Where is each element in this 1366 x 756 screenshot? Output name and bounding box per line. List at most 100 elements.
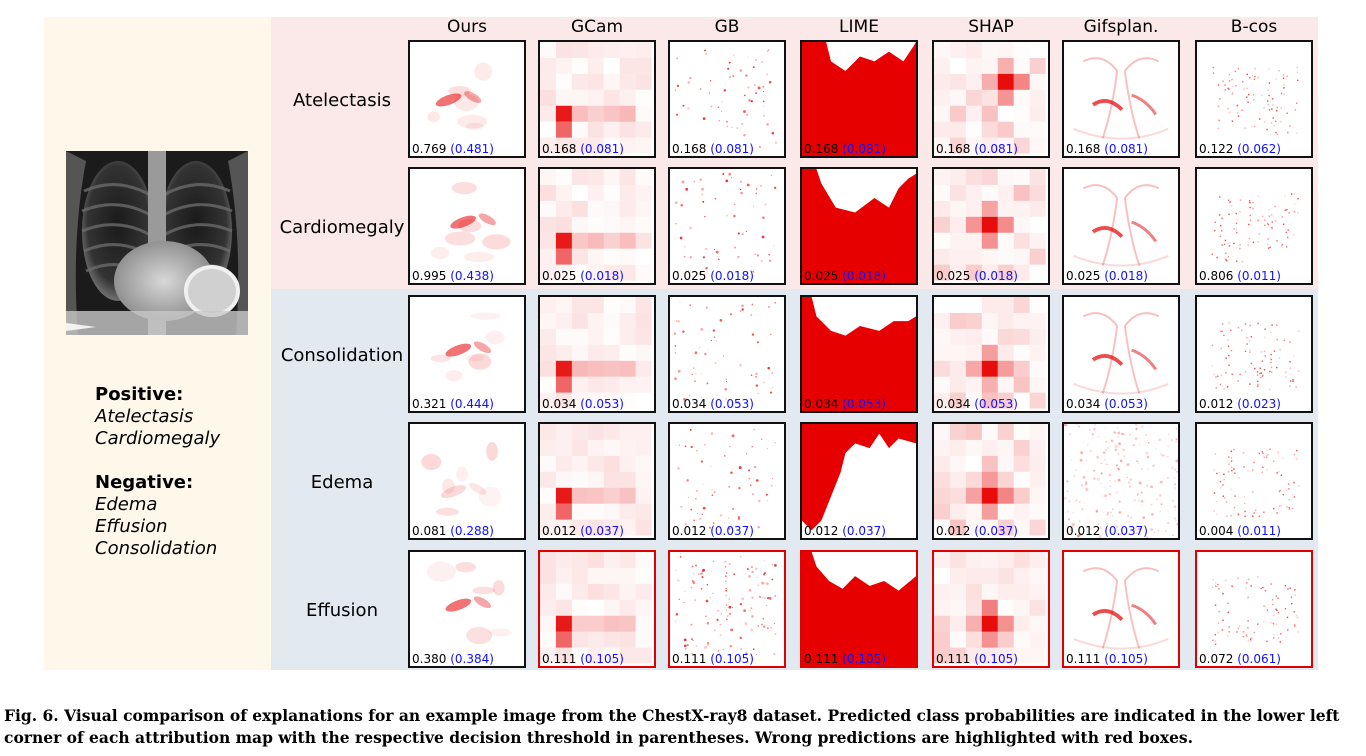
probability-value: 0.168 <box>672 142 707 156</box>
threshold-value: (0.105) <box>580 652 624 666</box>
probability-value: 0.025 <box>1066 269 1101 283</box>
attribution-map: 0.025 (0.018) <box>538 167 656 285</box>
heatmap <box>540 424 652 536</box>
threshold-value: (0.018) <box>710 269 754 283</box>
threshold-value: (0.037) <box>710 524 754 538</box>
probability-label: 0.034 (0.053) <box>1066 397 1148 411</box>
threshold-value: (0.037) <box>580 524 624 538</box>
attribution-map: 0.380 (0.384) <box>408 550 526 668</box>
threshold-value: (0.081) <box>710 142 754 156</box>
probability-label: 0.025 (0.018) <box>542 269 624 283</box>
probability-value: 0.025 <box>804 269 839 283</box>
heatmap <box>421 442 502 516</box>
heatmap <box>1073 57 1169 140</box>
probability-label: 0.012 (0.037) <box>1066 524 1148 538</box>
probability-label: 0.168 (0.081) <box>542 142 624 156</box>
probability-value: 0.081 <box>412 524 447 538</box>
threshold-value: (0.018) <box>580 269 624 283</box>
attribution-map: 0.025 (0.018) <box>1062 167 1180 285</box>
heatmap <box>1064 424 1178 538</box>
row-label-edema: Edema <box>310 472 374 493</box>
column-header-gb: GB <box>714 17 740 37</box>
column-header-gcam: GCam <box>570 17 624 37</box>
heatmap <box>1211 193 1299 263</box>
attribution-map: 0.769 (0.481) <box>408 40 526 158</box>
attribution-map: 0.995 (0.438) <box>408 167 526 285</box>
heatmap <box>426 561 512 645</box>
probability-label: 0.072 (0.061) <box>1199 652 1281 666</box>
heatmap <box>1073 312 1169 395</box>
attribution-map: 0.111 (0.105) <box>800 550 918 668</box>
probability-label: 0.025 (0.018) <box>672 269 754 283</box>
probability-value: 0.012 <box>804 524 839 538</box>
threshold-value: (0.081) <box>580 142 624 156</box>
heatmap <box>934 169 1046 281</box>
negative-item: Consolidation <box>95 538 218 559</box>
probability-label: 0.034 (0.053) <box>936 397 1018 411</box>
threshold-value: (0.018) <box>974 269 1018 283</box>
attribution-map: 0.025 (0.018) <box>668 167 786 285</box>
probability-label: 0.806 (0.011) <box>1199 269 1281 283</box>
attribution-map: 0.034 (0.053) <box>932 295 1050 413</box>
threshold-value: (0.288) <box>450 524 494 538</box>
probability-label: 0.995 (0.438) <box>412 269 494 283</box>
threshold-value: (0.061) <box>1237 652 1281 666</box>
attribution-map: 0.168 (0.081) <box>1062 40 1180 158</box>
threshold-value: (0.018) <box>842 269 886 283</box>
threshold-value: (0.105) <box>974 652 1018 666</box>
probability-value: 0.012 <box>672 524 707 538</box>
heatmap <box>674 49 777 148</box>
probability-value: 0.012 <box>936 524 971 538</box>
probability-value: 0.168 <box>542 142 577 156</box>
probability-label: 0.380 (0.384) <box>412 652 494 666</box>
positive-title: Positive: <box>95 384 184 405</box>
heatmap <box>934 297 1046 409</box>
row-label-atelectasis: Atelectasis <box>293 90 391 111</box>
probability-label: 0.025 (0.018) <box>936 269 1018 283</box>
legend-panel <box>44 17 271 670</box>
heatmap <box>1213 448 1300 518</box>
heatmap <box>1073 567 1169 650</box>
probability-label: 0.012 (0.037) <box>804 524 886 538</box>
probability-label: 0.012 (0.037) <box>542 524 624 538</box>
heatmap <box>1211 322 1300 391</box>
heatmap <box>540 169 652 281</box>
column-header-ours: Ours <box>446 17 487 37</box>
probability-value: 0.034 <box>542 397 577 411</box>
probability-label: 0.168 (0.081) <box>672 142 754 156</box>
threshold-value: (0.011) <box>1237 269 1281 283</box>
threshold-value: (0.053) <box>580 397 624 411</box>
threshold-value: (0.081) <box>842 142 886 156</box>
probability-value: 0.111 <box>1066 652 1101 666</box>
threshold-value: (0.481) <box>450 142 494 156</box>
attribution-map: 0.111 (0.105) <box>538 550 656 668</box>
probability-label: 0.769 (0.481) <box>412 142 494 156</box>
attribution-map: 0.004 (0.011) <box>1195 422 1313 540</box>
probability-value: 0.995 <box>412 269 447 283</box>
attribution-map: 0.111 (0.105) <box>1062 550 1180 668</box>
probability-label: 0.081 (0.288) <box>412 524 494 538</box>
negative-item: Edema <box>95 494 158 515</box>
attribution-map: 0.072 (0.061) <box>1195 550 1313 668</box>
probability-value: 0.012 <box>542 524 577 538</box>
row-label-effusion: Effusion <box>306 600 378 621</box>
probability-label: 0.034 (0.053) <box>672 397 754 411</box>
probability-label: 0.012 (0.023) <box>1199 397 1281 411</box>
threshold-value: (0.105) <box>842 652 886 666</box>
heatmap <box>934 552 1046 664</box>
heatmap <box>674 172 777 276</box>
probability-value: 0.034 <box>672 397 707 411</box>
threshold-value: (0.105) <box>1104 652 1148 666</box>
row-label-cardiomegaly: Cardiomegaly <box>279 217 405 238</box>
threshold-value: (0.053) <box>1104 397 1148 411</box>
threshold-value: (0.037) <box>842 524 886 538</box>
heatmap <box>802 169 916 283</box>
probability-value: 0.321 <box>412 397 447 411</box>
probability-label: 0.111 (0.105) <box>936 652 1018 666</box>
column-header-bcos: B-cos <box>1230 17 1278 37</box>
attribution-map: 0.034 (0.053) <box>800 295 918 413</box>
column-header-gifsplan: Gifsplan. <box>1083 17 1159 37</box>
probability-value: 0.025 <box>672 269 707 283</box>
probability-value: 0.004 <box>1199 524 1234 538</box>
heatmap <box>540 297 652 409</box>
